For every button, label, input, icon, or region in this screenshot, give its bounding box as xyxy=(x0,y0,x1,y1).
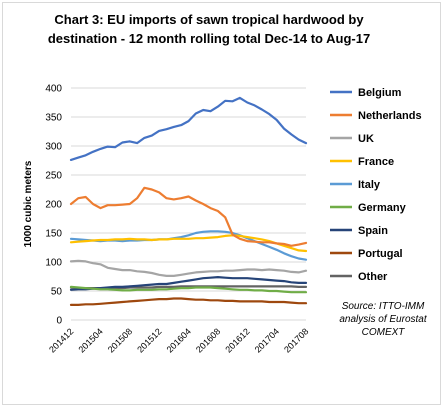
legend-label-spain: Spain xyxy=(358,225,388,237)
source-annotation: Source: ITTO-IMM analysis of Eurostat CO… xyxy=(339,301,427,338)
series-line-germany xyxy=(69,285,308,294)
legend-label-belgium: Belgium xyxy=(358,87,402,99)
y-axis-label: 1000 cubic meters xyxy=(23,160,34,247)
legend-label-portugal: Portugal xyxy=(358,248,403,260)
x-tick-label: 201512 xyxy=(135,326,163,354)
y-tick-label: 150 xyxy=(45,229,62,240)
y-tick-label: 200 xyxy=(45,200,62,211)
legend-label-uk: UK xyxy=(358,133,374,145)
x-tick-label: 201604 xyxy=(165,326,193,354)
y-tick-label: 100 xyxy=(45,258,62,269)
series-line-belgium xyxy=(69,96,308,161)
x-tick-label: 201412 xyxy=(47,326,75,354)
series-line-portugal xyxy=(69,297,308,306)
y-tick-label: 250 xyxy=(45,171,62,182)
y-tick-label: 300 xyxy=(45,142,62,153)
x-tick-label: 201612 xyxy=(223,326,251,354)
x-tick-label: 201708 xyxy=(282,326,310,354)
chart-title: Chart 3: EU imports of sawn tropical har… xyxy=(47,12,371,46)
x-tick-label: 201704 xyxy=(253,326,281,354)
y-tick-label: 0 xyxy=(56,316,62,327)
series-line-spain xyxy=(69,276,308,291)
series-line-uk xyxy=(69,259,308,277)
series-line-france xyxy=(69,234,308,253)
y-tick-label: 350 xyxy=(45,113,62,124)
x-tick-label: 201508 xyxy=(106,326,134,354)
y-tick-label: 400 xyxy=(45,84,62,95)
series-line-netherlands xyxy=(69,186,308,247)
legend-label-france: France xyxy=(358,156,394,168)
series-line-italy xyxy=(69,230,308,261)
legend-label-other: Other xyxy=(358,271,388,283)
legend-label-netherlands: Netherlands xyxy=(358,110,422,122)
legend-label-italy: Italy xyxy=(358,179,381,191)
legend-label-germany: Germany xyxy=(358,202,407,214)
x-tick-label: 201608 xyxy=(194,326,222,354)
y-tick-label: 50 xyxy=(51,287,63,298)
x-tick-label: 201504 xyxy=(76,326,104,354)
